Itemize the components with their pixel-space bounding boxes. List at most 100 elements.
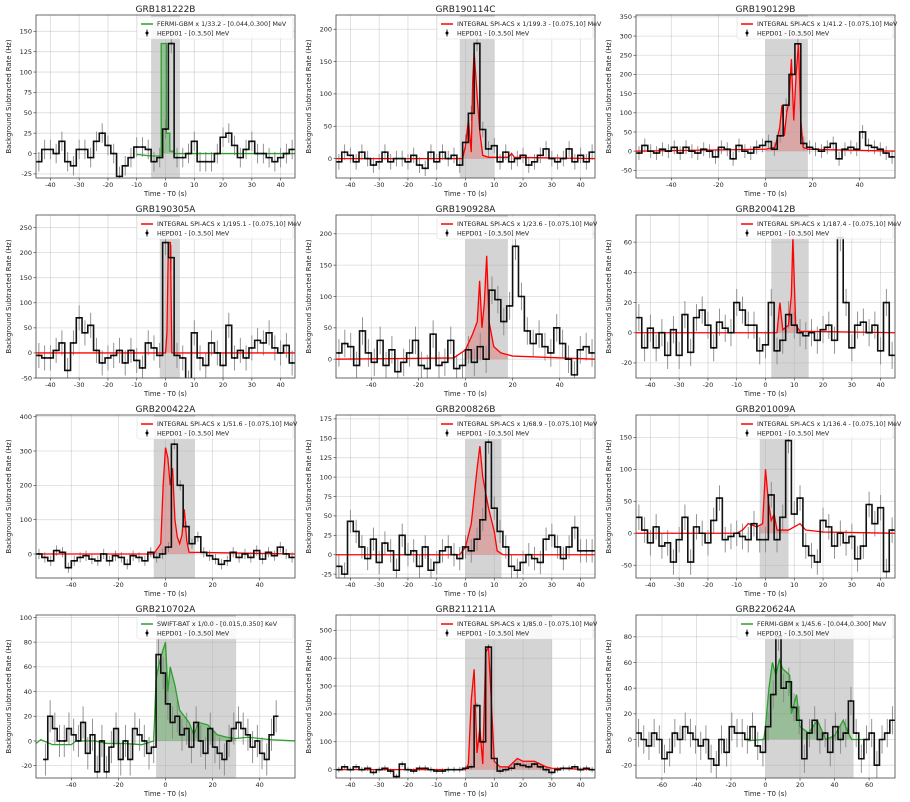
y-tick-label: 200 (320, 230, 332, 238)
x-tick-label: -30 (374, 581, 385, 589)
hepd-data-point (141, 367, 144, 369)
hepd-data-point (73, 559, 76, 562)
hepd-data-point (343, 573, 346, 576)
x-tick-label: 0 (763, 181, 767, 189)
x-tick-label: 0 (763, 581, 767, 589)
chart-title: GRB200422A (136, 405, 197, 415)
legend-comparison-label: INTEGRAL SPI-ACS x 1/23.6 - [0.075,10] M… (457, 221, 598, 228)
legend-hepd-marker-dot (145, 431, 149, 435)
hepd-data-point (643, 346, 646, 349)
hepd-data-point (493, 757, 496, 760)
hepd-data-point (402, 361, 405, 364)
y-tick-label: 0 (328, 766, 332, 774)
x-tick-label: 40 (876, 381, 884, 389)
hepd-data-point (401, 157, 404, 160)
hepd-data-point (886, 732, 889, 734)
hepd-data-point (678, 354, 681, 357)
y-axis-label: Background Subtracted Rate (Hz) (605, 239, 613, 353)
hepd-data-point (291, 556, 293, 559)
hepd-data-point (568, 767, 570, 770)
hepd-data-point (55, 152, 58, 155)
hepd-data-point (458, 557, 461, 560)
legend-hepd-label: HEPD01 - [0.3,50] MeV (457, 431, 530, 438)
hepd-data-point (255, 549, 258, 552)
hepd-data-point (829, 751, 832, 754)
hepd-data-point (112, 354, 115, 357)
hepd-data-point (349, 345, 352, 348)
hepd-data-point (55, 349, 58, 352)
hepd-data-point (870, 732, 873, 734)
x-tick-label: -40 (691, 781, 702, 789)
y-tick-label: -20 (621, 761, 632, 769)
hepd-data-point (114, 554, 117, 557)
chart-panel-GRB190129B: -40 -20 0 20 40 -50 0 50 100 150 200 250 300 350 GRB19… (605, 5, 898, 198)
legend-comparison-label: SWIFT-BAT x 1/0.0 - [0.015,0.350] KeV (157, 621, 278, 628)
hepd-data-point (232, 727, 235, 730)
y-tick-label: 150 (620, 90, 632, 98)
hepd-data-point (337, 565, 340, 568)
hepd-data-point (199, 160, 201, 163)
y-tick-label: 150 (20, 274, 32, 282)
comparison-series-line (748, 657, 870, 742)
hepd-data-point (556, 546, 559, 548)
hepd-data-point (573, 765, 576, 768)
x-tick-label: 0 (763, 781, 767, 789)
x-tick-label: 10 (490, 581, 498, 589)
hepd-data-point (181, 733, 183, 736)
hepd-data-point (720, 738, 723, 741)
hepd-data-point (84, 148, 86, 151)
hepd-data-point (153, 160, 155, 163)
hepd-data-point (204, 364, 207, 367)
hepd-data-point (539, 561, 542, 564)
hepd-data-point (153, 347, 155, 349)
hepd-data-point (361, 546, 363, 548)
hepd-data-point (164, 128, 167, 131)
hepd-data-point (487, 147, 490, 150)
chart-panel-GRB201009A: -40 -30 -20 -10 0 10 20 30 40 -50 0 50 100 150 GRB2010… (605, 405, 902, 598)
hepd-data-point (101, 740, 103, 742)
hepd-data-point (591, 549, 594, 552)
hepd-data-point (520, 295, 523, 298)
hepd-data-point (441, 770, 444, 772)
hepd-data-point (684, 313, 686, 316)
hepd-data-point (187, 152, 190, 155)
hepd-data-point (227, 132, 230, 135)
x-tick-label: 20 (208, 781, 216, 789)
chart-panel-GRB200826B: -40 -30 -20 -10 0 10 20 30 40 -25 0 25 50 75 100 125 150… (305, 405, 598, 598)
hepd-data-point (418, 565, 421, 568)
hepd-data-point (467, 348, 470, 351)
y-tick-label: 250 (620, 52, 632, 60)
hepd-data-point (458, 164, 461, 166)
hepd-data-point (250, 140, 253, 143)
hepd-data-point (129, 758, 132, 761)
hepd-data-point (818, 738, 821, 741)
hepd-data-point (118, 349, 121, 352)
hepd-data-point (845, 301, 847, 304)
x-axis-label: Time - T0 (s) (443, 190, 487, 198)
hepd-data-point (43, 357, 46, 359)
hepd-step-line (336, 42, 595, 170)
hepd-data-point (707, 541, 709, 544)
hepd-data-point (181, 156, 184, 159)
hepd-data-point (855, 732, 858, 734)
hepd-data-point (268, 331, 270, 334)
hepd-data-point (167, 546, 170, 549)
hepd-data-point (814, 148, 817, 151)
hepd-step-line (636, 236, 895, 357)
hepd-data-point (761, 144, 764, 147)
hepd-data-point (72, 733, 75, 736)
hepd-data-point (855, 148, 858, 151)
x-tick-label: -30 (674, 581, 685, 589)
hepd-step-line (36, 42, 295, 178)
hepd-data-point (736, 732, 738, 734)
hepd-data-point (487, 646, 490, 648)
hepd-data-point (470, 112, 473, 115)
hepd-data-point (764, 538, 767, 541)
hepd-data-point (237, 721, 240, 724)
hepd-data-point (844, 732, 847, 734)
hepd-data-point (856, 324, 859, 327)
x-tick-label: 20 (519, 181, 527, 189)
x-tick-label: -10 (731, 381, 742, 389)
y-axis-label: Background Subtracted Rate (Hz) (605, 39, 613, 153)
